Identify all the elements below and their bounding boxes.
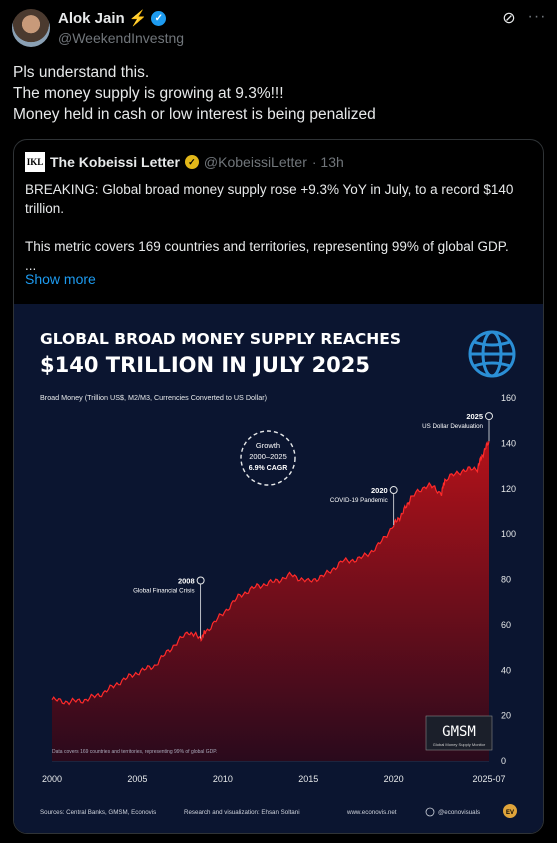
show-more-link[interactable]: Show more — [25, 271, 96, 287]
quote-avatar[interactable]: IKL — [25, 152, 45, 172]
globe-icon — [468, 330, 516, 378]
quote-ellipsis: ... — [25, 258, 37, 273]
x-tick-label: 2000 — [42, 774, 62, 784]
grok-icon[interactable]: ⊘ — [502, 10, 516, 27]
gmsm-title: GMSM — [442, 724, 476, 740]
annotation-label: COVID-19 Pandemic — [330, 497, 388, 504]
author-handle[interactable]: @WeekendInvestng — [58, 30, 185, 46]
chart-title-line1: GLOBAL BROAD MONEY SUPPLY REACHES — [40, 330, 401, 348]
y-tick-label: 40 — [501, 665, 511, 675]
annotation-year: 2008 — [178, 576, 195, 585]
x-social-icon — [425, 807, 435, 817]
ev-brand-icon — [503, 804, 517, 818]
annotation-marker — [389, 486, 398, 495]
tweet-line: Pls understand this. — [13, 64, 150, 81]
y-tick-label: 100 — [501, 529, 516, 539]
quote-author-handle[interactable]: @KobeissiLetter — [203, 154, 307, 170]
gmsm-subtitle: Global Money Supply Monitor — [433, 742, 486, 747]
quote-paragraph: This metric covers 169 countries and ter… — [25, 239, 509, 254]
y-tick-label: 160 — [501, 393, 516, 403]
growth-line2: 2000–2025 — [249, 452, 287, 461]
y-tick-label: 0 — [501, 756, 506, 766]
area-fill — [52, 441, 489, 761]
chart-image[interactable]: GLOBAL BROAD MONEY SUPPLY REACHES $140 T… — [14, 304, 543, 833]
gmsm-logo: GMSM Global Money Supply Monitor — [425, 715, 493, 751]
tweet-line: Money held in cash or low interest is be… — [13, 106, 376, 123]
quote-author-name[interactable]: The Kobeissi Letter — [50, 154, 180, 170]
annotation-marker — [196, 576, 205, 585]
author-name[interactable]: Alok Jain — [58, 9, 125, 27]
chart-website: www.econovis.net — [346, 809, 397, 816]
chart-svg: GLOBAL BROAD MONEY SUPPLY REACHES $140 T… — [40, 330, 517, 818]
annotation-marker — [485, 412, 493, 421]
tweet-text: Pls understand this. The money supply is… — [13, 62, 543, 125]
ev-brand-text: EV — [506, 810, 514, 816]
annotation-year: 2020 — [371, 486, 388, 495]
y-tick-label: 80 — [501, 575, 511, 585]
quote-text: BREAKING: Global broad money supply rose… — [25, 180, 535, 275]
annotation-label: Global Financial Crisis — [133, 587, 195, 594]
x-tick-label: 2010 — [213, 774, 233, 784]
chart-social: @econovisuals — [438, 809, 480, 816]
x-tick-label: 2025-07 — [472, 774, 505, 784]
y-tick-label: 120 — [501, 484, 516, 494]
lightning-icon: ⚡ — [128, 10, 148, 27]
y-axis-label: Broad Money (Trillion US$, M2/M3, Curren… — [40, 393, 267, 402]
y-tick-label: 60 — [501, 620, 511, 630]
growth-line3: 6.9% CAGR — [249, 465, 288, 472]
chart-research: Research and visualization: Ehsan Soltan… — [184, 809, 300, 816]
more-options-icon[interactable]: ··· — [527, 8, 547, 25]
tweet-line: The money supply is growing at 9.3%!!! — [13, 85, 284, 102]
avatar[interactable] — [12, 9, 50, 47]
growth-line1: Growth — [256, 441, 280, 450]
chart-sources: Sources: Central Banks, GMSM, Econovis — [40, 809, 156, 816]
chart-footnote: Data covers 169 countries and territorie… — [52, 749, 217, 755]
y-tick-label: 140 — [501, 438, 516, 448]
quote-header: IKL The Kobeissi Letter ✓ @KobeissiLette… — [25, 152, 344, 172]
quoted-tweet[interactable]: IKL The Kobeissi Letter ✓ @KobeissiLette… — [13, 139, 544, 834]
quote-paragraph: BREAKING: Global broad money supply rose… — [25, 182, 514, 216]
x-tick-label: 2020 — [384, 774, 404, 784]
x-tick-label: 2015 — [298, 774, 318, 784]
y-tick-label: 20 — [501, 711, 511, 721]
verified-icon: ✓ — [151, 10, 167, 26]
x-tick-label: 2005 — [127, 774, 147, 784]
verified-org-icon: ✓ — [184, 155, 199, 169]
chart-title-line2: $140 TRILLION IN JULY 2025 — [40, 353, 370, 377]
author-row: Alok Jain ⚡ ✓ — [58, 9, 167, 27]
series-line — [51, 440, 490, 706]
growth-badge: Growth 2000–2025 6.9% CAGR — [240, 430, 296, 486]
quote-time[interactable]: · 13h — [311, 154, 344, 170]
annotation-label: US Dollar Devaluation — [422, 423, 483, 430]
annotation-year: 2025 — [466, 412, 483, 421]
